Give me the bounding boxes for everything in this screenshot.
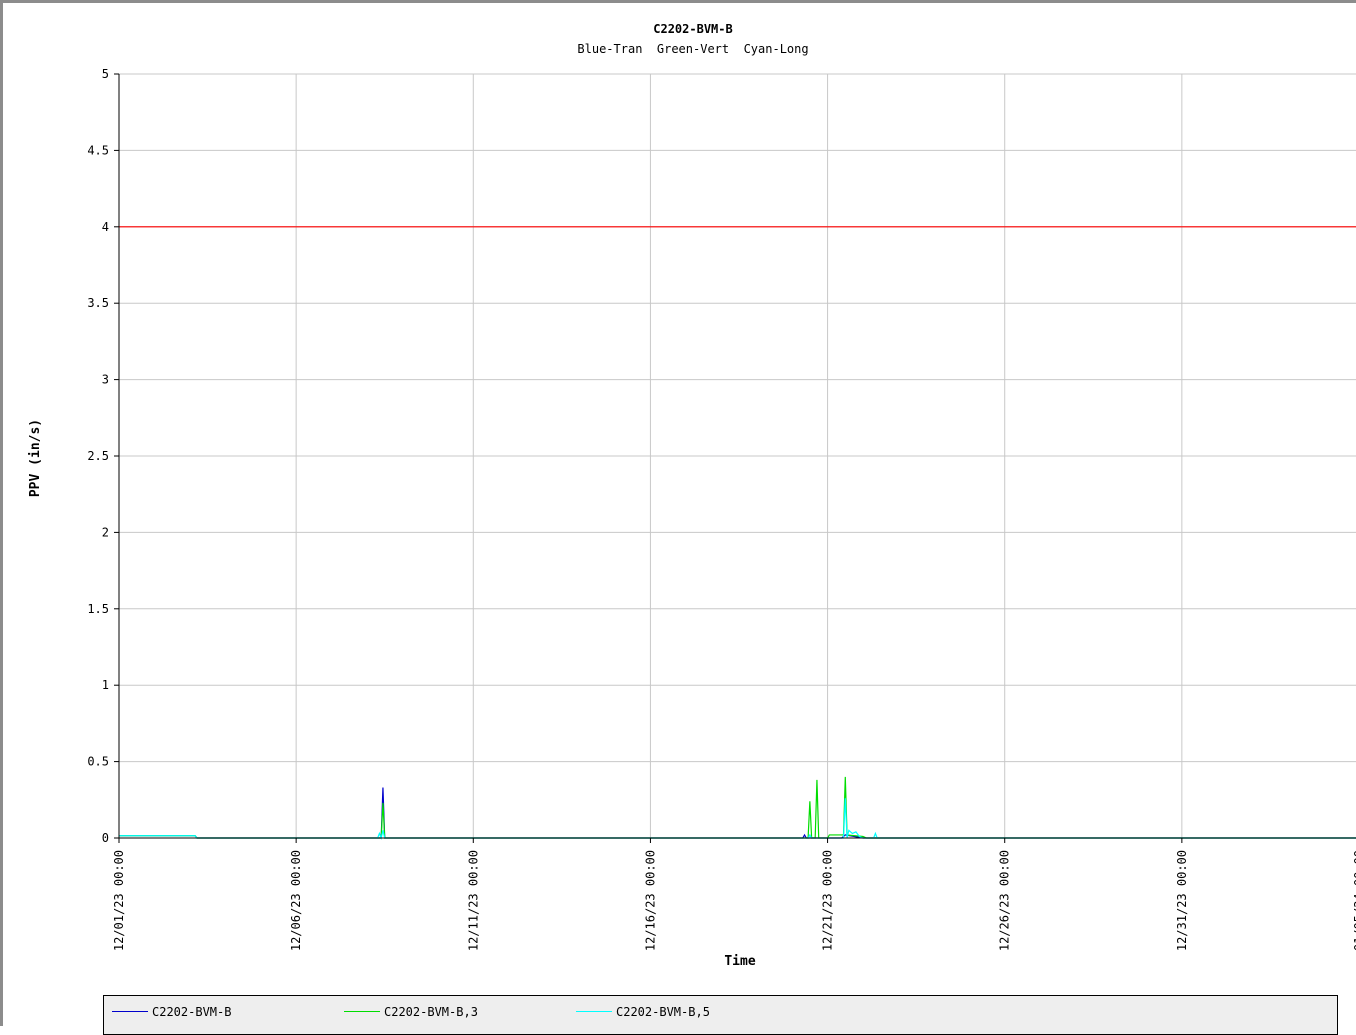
legend-item: C2202-BVM-B,3 xyxy=(344,1005,478,1019)
y-tick-label: 4 xyxy=(102,220,109,234)
y-tick-label: 0.5 xyxy=(87,755,109,769)
x-axis-label: Time xyxy=(724,954,755,969)
y-tick-label: 5 xyxy=(102,67,109,81)
legend-swatch xyxy=(576,1011,612,1012)
legend-label: C2202-BVM-B,3 xyxy=(384,1005,478,1019)
chart-subtitle: Blue-Tran Green-Vert Cyan-Long xyxy=(577,42,808,56)
y-tick-label: 4.5 xyxy=(87,143,109,157)
y-tick-label: 2 xyxy=(102,525,109,539)
y-tick-label: 3 xyxy=(102,373,109,387)
series-line-2 xyxy=(119,776,1356,839)
x-tick-label: 01/05/24 00:00 xyxy=(1352,850,1356,951)
x-tick-label: 12/16/23 00:00 xyxy=(643,850,657,951)
y-tick-label: 1 xyxy=(102,678,109,692)
x-tick-label: 12/21/23 00:00 xyxy=(821,850,835,951)
legend-label: C2202-BVM-B xyxy=(152,1005,232,1019)
x-tick-label: 12/31/23 00:00 xyxy=(1175,850,1189,951)
x-tick-label: 12/01/23 00:00 xyxy=(112,850,126,951)
x-ticks: 12/01/23 00:00 12/06/23 00:00 12/11/23 00:… xyxy=(112,838,1356,951)
y-tick-label: 3.5 xyxy=(87,296,109,310)
x-tick-label: 12/11/23 00:00 xyxy=(466,850,480,951)
legend-swatch xyxy=(112,1011,148,1012)
legend-item: C2202-BVM-B,5 xyxy=(576,1005,710,1019)
series-layer xyxy=(119,776,1356,841)
legend-item: C2202-BVM-B xyxy=(112,1005,231,1019)
y-tick-label: 2.5 xyxy=(87,449,109,463)
legend: C2202-BVM-B C2202-BVM-B,3 C2202-BVM-B,5 xyxy=(103,995,1338,1035)
chart-title: C2202-BVM-B xyxy=(653,22,732,36)
y-tick-label: 1.5 xyxy=(87,602,109,616)
y-tick-label: 0 xyxy=(102,831,109,845)
y-ticks: 0 0.5 1 1.5 2 2.5 3 3.5 4 4.5 5 xyxy=(87,67,119,845)
x-tick-label: 12/26/23 00:00 xyxy=(998,850,1012,951)
series-line-1 xyxy=(119,787,1356,839)
x-tick-label: 12/06/23 00:00 xyxy=(289,850,303,951)
legend-label: C2202-BVM-B,5 xyxy=(616,1005,710,1019)
grid xyxy=(119,73,1356,839)
y-axis-label: PPV (in/s) xyxy=(28,419,43,497)
chart-canvas: 00.511.522.533.544.55 12/01/23 00:00 12/0… xyxy=(28,22,1356,969)
legend-swatch xyxy=(344,1011,380,1012)
series-line-3 xyxy=(119,798,1356,841)
